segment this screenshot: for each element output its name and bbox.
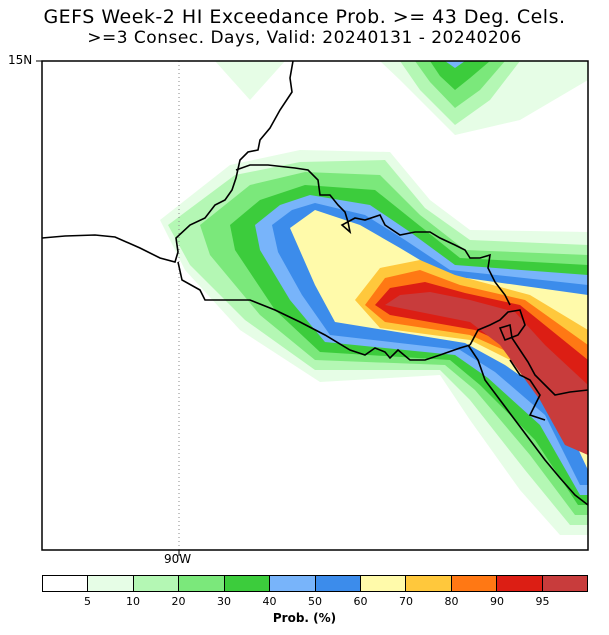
colorbar-swatch [497,576,543,591]
colorbar-tick-label: 40 [262,595,277,608]
contour-main-90 [375,282,588,430]
border-guatemala-mexico [235,164,511,306]
lat-label-15n: 15N [8,53,33,67]
colorbar-swatch [270,576,316,591]
colorbar-tick-label: 10 [126,595,140,608]
contour-top-40 [445,61,465,68]
colorbar-swatch [406,576,452,591]
lon-label-90w: 90W [164,552,192,566]
pacific-coast [177,261,471,361]
colorbar-swatch [451,576,498,591]
coastlines [42,61,588,506]
colorbar-tick-label: 30 [217,595,231,608]
colorbar-swatch [224,576,271,591]
colorbar-swatch [88,576,134,591]
colorbar-swatch [179,576,225,591]
probability-contours [160,61,588,535]
colorbar-swatch [542,576,588,591]
contour-main-60 [290,210,588,470]
map-title-line1: GEFS Week-2 HI Exceedance Prob. >= 43 De… [43,6,566,28]
colorbar-tick-label: 60 [353,595,368,608]
colorbar-swatch [43,576,89,591]
coastline-north [42,61,294,263]
contour-small-5 [215,61,285,100]
colorbar-tick-label: 5 [84,595,91,608]
colorbar-swatch [360,576,407,591]
colorbar-tick-label: 90 [490,595,504,608]
colorbar-swatch [315,576,361,591]
coastline-southeast [467,344,588,506]
colorbar-tick-label: 70 [399,595,413,608]
colorbar-tick-label: 20 [171,595,186,608]
colorbar-tick-label: 80 [444,595,459,608]
colorbar [42,575,588,592]
colorbar-tick-label: 50 [308,595,322,608]
border-el-salvador [509,359,546,421]
contour-top-30 [430,61,490,90]
colorbar-swatch [133,576,180,591]
border-honduras [469,309,588,396]
colorbar-tick-label: 95 [535,595,550,608]
contour-main-95 [385,292,588,455]
plot-frame [41,60,589,551]
colorbar-title: Prob. (%) [272,611,337,625]
map-title-line2: >=3 Consec. Days, Valid: 20240131 - 2024… [87,28,522,48]
